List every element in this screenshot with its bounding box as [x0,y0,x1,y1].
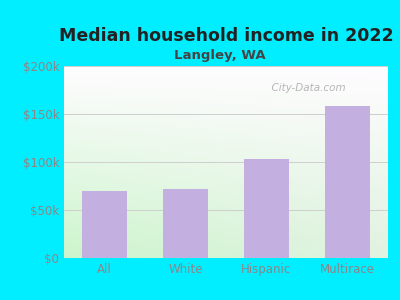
Title: Median household income in 2022: Median household income in 2022 [59,27,393,45]
Text: City-Data.com: City-Data.com [265,83,346,93]
Bar [325,106,370,258]
Text: Langley, WA: Langley, WA [174,50,266,62]
Bar [163,189,208,258]
Bar [244,159,289,258]
Bar [82,191,127,258]
